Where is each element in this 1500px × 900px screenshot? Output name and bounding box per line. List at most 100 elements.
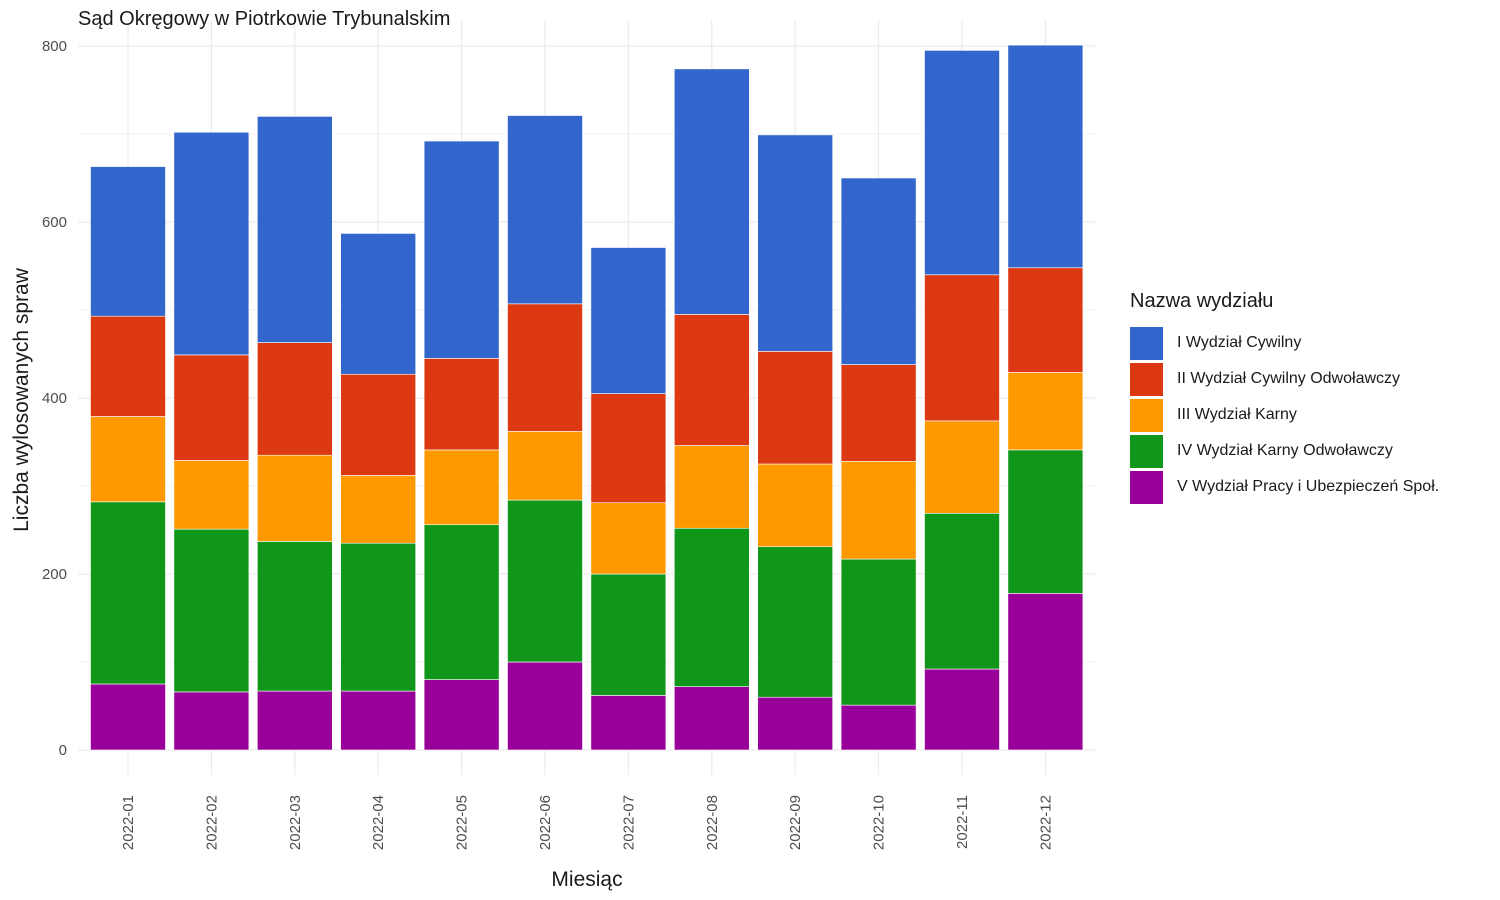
bar-segment: [590, 393, 667, 504]
bar-segment: [590, 247, 667, 394]
bar-segment: [840, 558, 917, 706]
x-tick-label: 2022-05: [454, 795, 471, 850]
legend-label: II Wydział Cywilny Odwoławczy: [1177, 370, 1401, 387]
bar-segment: [173, 131, 250, 356]
bar-segment: [507, 499, 583, 663]
x-tick-label: 2022-08: [704, 795, 721, 850]
x-tick-label: 2022-09: [787, 795, 804, 850]
bar-segment: [340, 542, 417, 692]
bar-segment: [757, 351, 834, 465]
bar-segment: [423, 449, 500, 526]
bar-segment: [840, 461, 917, 560]
legend-label: III Wydział Karny: [1177, 406, 1297, 423]
legend-label: IV Wydział Karny Odwoławczy: [1177, 442, 1393, 459]
bar-segment: [1007, 593, 1084, 751]
chart-title: Sąd Okręgowy w Piotrkowie Trybunalskim: [78, 8, 451, 30]
bar-segment: [423, 358, 500, 451]
legend-item: IV Wydział Karny Odwoławczy: [1130, 433, 1439, 469]
bar-segment: [507, 431, 583, 501]
legend: Nazwa wydziału I Wydział Cywilny II Wydzi…: [1130, 290, 1439, 505]
bar-segment: [590, 695, 667, 751]
bar-stacks: [90, 44, 1084, 751]
bar-segment: [757, 546, 834, 698]
bar-segment: [673, 68, 750, 315]
bar-segment: [173, 460, 250, 530]
legend-items: I Wydział Cywilny II Wydział Cywilny Odwo…: [1130, 325, 1439, 505]
bar-segment: [256, 342, 333, 456]
bar-segment: [507, 115, 583, 305]
legend-item: III Wydział Karny: [1130, 397, 1439, 433]
x-tick-label: 2022-03: [287, 795, 304, 850]
y-tick-label: 600: [42, 214, 67, 231]
bar-segment: [90, 166, 166, 317]
legend-item: V Wydział Pracy i Ubezpieczeń Społ.: [1130, 469, 1439, 505]
bar-segment: [840, 704, 917, 751]
bar-segment: [340, 233, 417, 375]
legend-label: V Wydział Pracy i Ubezpieczeń Społ.: [1177, 478, 1440, 495]
bar-segment: [256, 690, 333, 751]
legend-label: I Wydział Cywilny: [1177, 334, 1302, 351]
bar-segment: [757, 696, 834, 751]
bar-segment: [590, 502, 667, 575]
bar-segment: [423, 679, 500, 751]
y-tick-label: 200: [42, 566, 67, 583]
bar-segment: [90, 416, 166, 503]
bar-segment: [90, 315, 166, 417]
bar-segment: [924, 512, 1000, 670]
x-tick-label: 2022-06: [537, 795, 554, 850]
bar-segment: [256, 454, 333, 542]
legend-swatch: [1130, 398, 1163, 432]
bar-segment: [757, 134, 834, 352]
x-tick-label: 2022-02: [203, 795, 220, 850]
bar-segment: [924, 274, 1000, 422]
y-tick-label: 800: [42, 38, 67, 55]
bar-segment: [1007, 44, 1084, 269]
legend-item: I Wydział Cywilny: [1130, 325, 1439, 361]
bar-segment: [256, 116, 333, 343]
bar-segment: [1007, 267, 1084, 373]
x-tick-label: 2022-07: [620, 795, 637, 850]
legend-title: Nazwa wydziału: [1130, 290, 1274, 312]
x-tick-label: 2022-04: [370, 795, 387, 850]
bar-segment: [840, 177, 917, 365]
bar-segment: [840, 364, 917, 462]
bar-segment: [757, 463, 834, 548]
bar-segment: [256, 541, 333, 692]
bar-segment: [173, 528, 250, 693]
bar-segment: [90, 501, 166, 685]
bar-segment: [673, 686, 750, 751]
bar-segment: [173, 691, 250, 751]
bar-segment: [340, 690, 417, 751]
x-tick-label: 2022-01: [120, 795, 137, 850]
bar-segment: [673, 445, 750, 529]
legend-swatch: [1130, 362, 1163, 396]
axes: 0 200 400 600 800 2022-01 2022-02 2022-03 2022-0…: [42, 38, 1054, 850]
bar-segment: [673, 314, 750, 446]
bar-segment: [340, 475, 417, 544]
y-tick-label: 0: [59, 742, 67, 759]
x-tick-label: 2022-11: [954, 795, 971, 849]
bar-segment: [924, 668, 1000, 751]
y-tick-label: 400: [42, 390, 67, 407]
x-tick-label: 2022-10: [871, 795, 888, 850]
legend-swatch: [1130, 470, 1163, 504]
bar-segment: [1007, 449, 1084, 594]
bar-segment: [340, 373, 417, 476]
x-axis-title: Miesiąc: [551, 868, 622, 891]
bar-segment: [507, 661, 583, 751]
bar-segment: [507, 303, 583, 432]
x-tick-label: 2022-12: [1037, 795, 1054, 850]
bar-segment: [590, 573, 667, 696]
bar-segment: [1007, 372, 1084, 451]
bar-segment: [423, 140, 500, 359]
legend-item: II Wydział Cywilny Odwoławczy: [1130, 361, 1439, 397]
bar-segment: [173, 354, 250, 461]
bar-segment: [924, 50, 1000, 276]
bar-segment: [423, 524, 500, 680]
y-axis-title: Liczba wylosowanych spraw: [10, 267, 33, 532]
legend-swatch: [1130, 434, 1163, 468]
bar-segment: [90, 683, 166, 751]
bar-segment: [924, 420, 1000, 514]
bar-segment: [673, 527, 750, 687]
